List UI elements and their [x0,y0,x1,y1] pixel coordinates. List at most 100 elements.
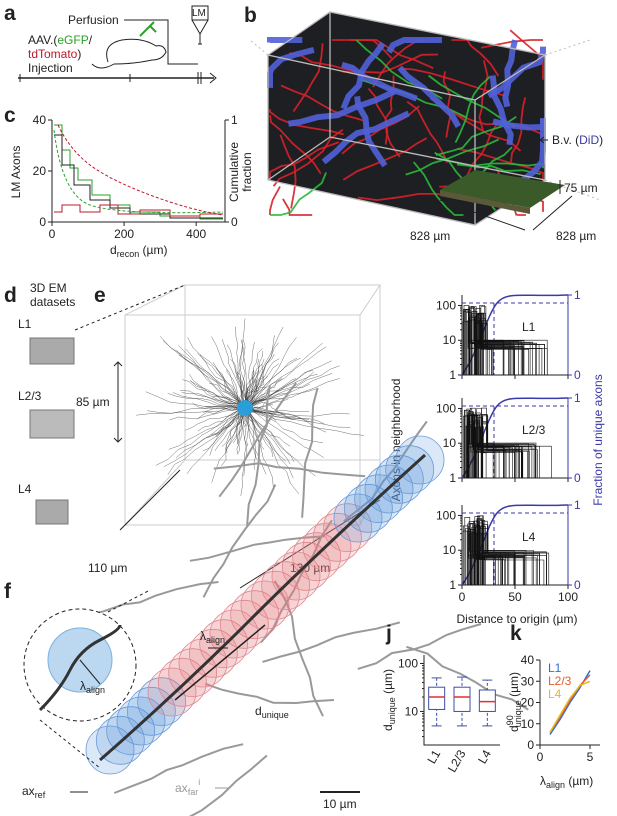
dendrite [244,407,294,479]
neighborhood-trace [475,427,487,478]
aav-label: AAV.(eGFP/ [28,33,93,47]
neighborhood-trace [477,515,534,585]
panel-label: b [244,4,257,27]
lm-label: LM [192,8,206,19]
green-cdf [53,129,224,214]
y-tick-label: 40 [521,653,535,667]
datasets-title: 3D EM [30,281,67,295]
height-label: 85 µm [76,395,110,409]
dendrite [230,358,247,409]
y-tick-label: 40 [33,113,47,127]
y-axis-label: dunique (µm) [381,669,397,731]
dendrite [244,407,295,463]
axon-trace [272,129,344,187]
neighborhood-trace [464,409,535,478]
neighborhood-trace [472,533,485,585]
axon-trace [478,60,489,131]
neighbor-axon [301,387,319,518]
dendrite [176,350,246,409]
inset-slab-side [440,190,530,214]
panel-label: c [4,104,16,127]
layer-label: L1 [522,320,536,334]
y2-tick-label: 0 [574,471,581,485]
aav-label-2: tdTomato) [28,47,81,61]
x-tick-label: 50 [508,590,522,604]
axon-trace [406,100,449,163]
axon-trace [428,74,516,128]
axon-trace [349,39,434,70]
dendrite [202,407,246,452]
d-unique-arrow [174,624,266,701]
box [428,686,446,710]
dendrite [239,346,246,409]
neighborhood-trace [482,323,529,375]
dendrite [244,370,255,409]
axon-trace [454,75,491,143]
dendrite [199,354,246,409]
axon-trace [269,141,340,181]
dendrite [189,379,246,409]
neighborhood-trace [469,424,528,478]
neighborhood-trace [482,421,507,478]
axref-label: axref [22,784,46,800]
neighborhood-trace [470,532,486,585]
zoom-guide [74,284,186,331]
dataset-label: L2/3 [18,389,42,403]
panel-label: j [385,622,392,645]
mouse-icon [91,38,167,69]
bv-label: B.v. (DiD) [552,133,603,147]
y-axis-label: LM Axons [9,146,23,199]
dim-arrows [119,469,381,589]
volume-outline [124,284,381,526]
dendrite [185,407,246,431]
neighbor-axon [189,535,325,562]
dendrite [244,378,297,409]
dendrite [244,383,310,409]
dendrite [221,338,246,409]
axon-trace [340,41,386,110]
y-axis-label: d90unique (µm) [505,672,523,732]
dendrite [226,344,246,409]
neighbor-axon [246,385,271,526]
neighbor-axon [218,382,297,498]
dendrite [167,393,246,409]
datasets-title: datasets [30,295,75,309]
y-tick-label: 10 [443,333,457,347]
dendrite [192,402,246,411]
reference-axon [99,453,427,762]
axon-trace [270,172,327,216]
neighborhood-trace [482,528,503,585]
dendrite [197,353,246,409]
d-unique-label: dunique [255,704,289,720]
y2-tick-label: 0 [574,368,581,382]
neuron-rendering [136,318,364,496]
neighborhood-trace [481,320,523,375]
dendrite [240,407,248,496]
neighborhood-trace [468,306,514,375]
x-tick-label: 0 [459,590,466,604]
neighborhood-trace [473,416,505,478]
red-cdf [57,124,224,216]
neighborhood-trace [482,415,533,478]
dendrite [244,407,314,422]
layer-label: L4 [522,530,536,544]
legend-entry: L4 [548,687,562,701]
syringe-icon [139,21,157,37]
dataset-label: L4 [18,482,32,496]
dendrite [242,318,247,409]
neighborhood-trace [466,312,484,375]
neighbor-axon [81,581,219,618]
axon-trace [386,37,442,54]
alignment-sphere [147,667,197,717]
axon-trace [451,39,500,77]
x-tick-label: 100 [558,590,578,604]
box-guides [249,39,601,201]
neighborhood-trace [465,309,531,375]
axon-trace [367,88,401,158]
zoom-guides [39,589,151,769]
dendrite [240,339,246,409]
neighbor-axon [357,623,482,670]
y-tick-label: 100 [398,656,418,670]
dendrite [236,407,246,444]
lambda-label: λalign [80,679,105,695]
